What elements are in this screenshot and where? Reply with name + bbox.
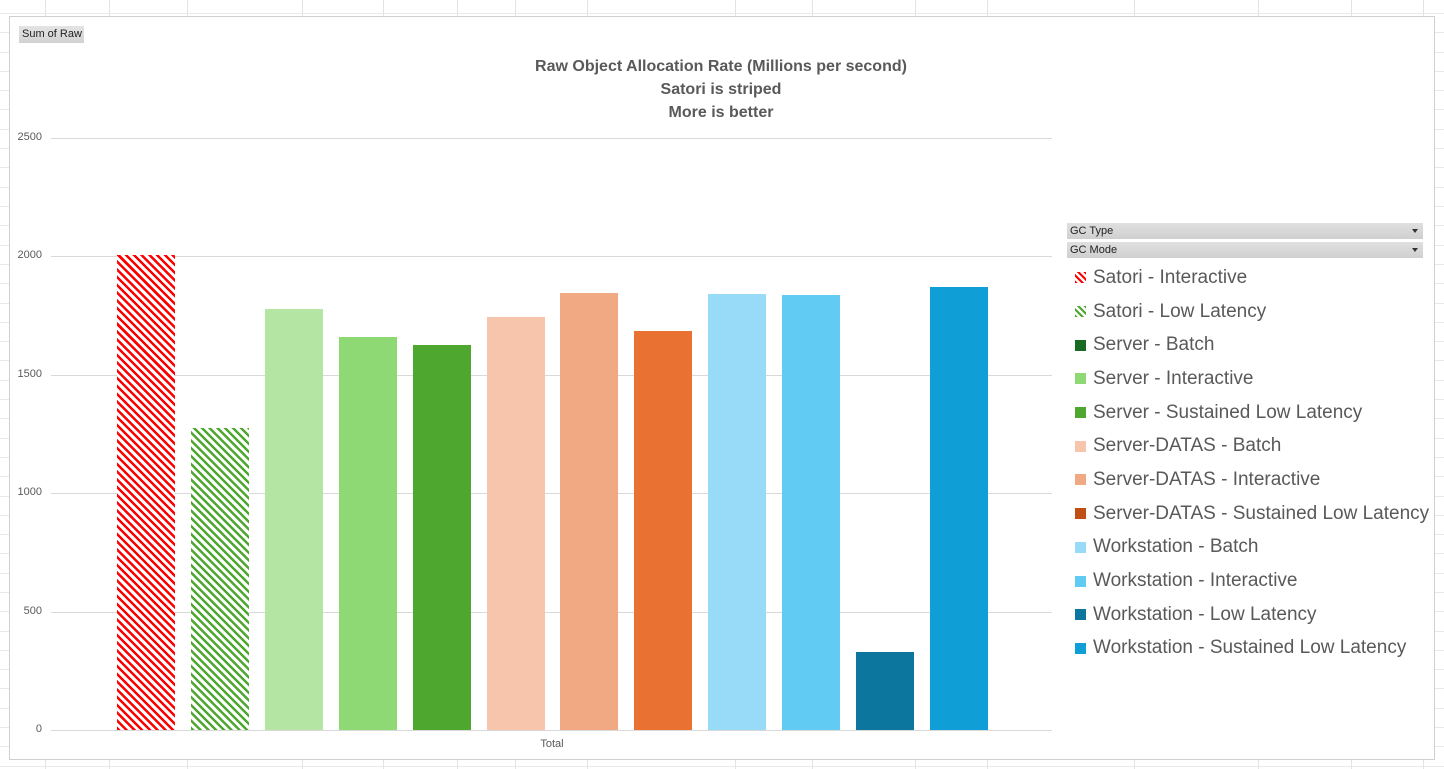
legend-label: Server-DATAS - Interactive — [1093, 468, 1321, 490]
legend-label: Workstation - Interactive — [1093, 570, 1298, 592]
bar-server-datas-batch[interactable] — [487, 317, 545, 730]
bar-server-datas-interactive[interactable] — [560, 293, 618, 730]
x-axis-category-label: Total — [540, 738, 564, 750]
legend-item[interactable]: Workstation - Batch — [1075, 531, 1429, 565]
dropdown-arrow-icon — [1412, 229, 1418, 233]
horizontal-gridline — [51, 612, 1052, 613]
bar-server-interactive[interactable] — [339, 337, 397, 730]
legend-swatch-icon — [1075, 508, 1086, 520]
legend-swatch-icon — [1075, 272, 1086, 284]
y-axis-tick-label: 500 — [23, 604, 42, 617]
legend-label: Workstation - Sustained Low Latency — [1093, 637, 1407, 659]
legend-label: Satori - Low Latency — [1093, 300, 1267, 322]
legend-label: Server - Batch — [1093, 334, 1215, 356]
y-axis-tick-label: 1000 — [17, 486, 42, 499]
legend-item[interactable]: Satori - Low Latency — [1075, 295, 1429, 329]
bar-server-batch[interactable] — [265, 309, 323, 730]
bar-satori-low-latency[interactable] — [191, 428, 249, 730]
horizontal-gridline — [51, 375, 1052, 376]
legend-swatch-icon — [1075, 541, 1086, 553]
legend-item[interactable]: Satori - Interactive — [1075, 261, 1429, 295]
legend-swatch-icon — [1075, 609, 1086, 621]
bar-server-datas-sustained-low-latency[interactable] — [634, 331, 692, 730]
legend-item[interactable]: Workstation - Interactive — [1075, 564, 1429, 598]
bar-workstation-interactive[interactable] — [782, 295, 840, 730]
sum-of-raw-field-button[interactable]: Sum of Raw — [19, 26, 84, 43]
horizontal-gridline — [51, 730, 1052, 731]
legend-swatch-icon — [1075, 339, 1086, 351]
legend-swatch-icon — [1075, 474, 1086, 486]
legend-swatch-icon — [1075, 642, 1086, 654]
legend-swatch-icon — [1075, 407, 1086, 419]
gc-type-filter-label: GC Type — [1070, 225, 1114, 237]
legend-item[interactable]: Workstation - Sustained Low Latency — [1075, 632, 1429, 666]
legend-label: Server-DATAS - Sustained Low Latency — [1093, 502, 1430, 524]
legend-label: Workstation - Batch — [1093, 536, 1259, 558]
gc-type-filter-button[interactable]: GC Type — [1067, 223, 1423, 239]
y-axis-tick-label: 2500 — [17, 131, 42, 143]
chart-title: Raw Object Allocation Rate (Millions per… — [380, 55, 1062, 124]
legend-item[interactable]: Server - Sustained Low Latency — [1075, 396, 1429, 430]
legend-label: Satori - Interactive — [1093, 266, 1248, 288]
bar-server-sustained-low-latency[interactable] — [413, 345, 471, 730]
y-axis-tick-label: 1500 — [17, 367, 42, 380]
legend-swatch-icon — [1075, 575, 1086, 587]
legend-item[interactable]: Server-DATAS - Interactive — [1075, 463, 1429, 497]
chart-subtitle-1: Satori is striped — [660, 81, 782, 98]
horizontal-gridline — [51, 138, 1052, 139]
legend-item[interactable]: Server - Batch — [1075, 328, 1429, 362]
legend-label: Server - Sustained Low Latency — [1093, 401, 1363, 423]
legend-swatch-icon — [1075, 440, 1086, 452]
dropdown-arrow-icon — [1412, 248, 1418, 252]
y-axis-tick-label: 2000 — [17, 249, 42, 262]
horizontal-gridline — [51, 493, 1052, 494]
bar-workstation-low-latency[interactable] — [856, 652, 914, 730]
chart-subtitle-2: More is better — [668, 104, 774, 121]
bar-satori-interactive[interactable] — [117, 255, 175, 730]
chart-title-main: Raw Object Allocation Rate (Millions per… — [535, 58, 907, 75]
bar-workstation-batch[interactable] — [708, 294, 766, 730]
legend-item[interactable]: Workstation - Low Latency — [1075, 598, 1429, 632]
legend-item[interactable]: Server-DATAS - Sustained Low Latency — [1075, 497, 1429, 531]
legend-label: Server - Interactive — [1093, 367, 1254, 389]
bar-workstation-sustained-low-latency[interactable] — [930, 287, 988, 730]
gc-mode-filter-label: GC Mode — [1070, 244, 1118, 256]
legend-swatch-icon — [1075, 373, 1086, 385]
legend-item[interactable]: Server-DATAS - Batch — [1075, 429, 1429, 463]
legend-item[interactable]: Server - Interactive — [1075, 362, 1429, 396]
legend-label: Server-DATAS - Batch — [1093, 435, 1282, 457]
legend-label: Workstation - Low Latency — [1093, 603, 1317, 625]
legend-swatch-icon — [1075, 306, 1086, 318]
horizontal-gridline — [51, 256, 1052, 257]
gc-mode-filter-button[interactable]: GC Mode — [1067, 242, 1423, 258]
chart-legend: Satori - Interactive Satori - Low Latency… — [1075, 261, 1429, 665]
y-axis-tick-label: 0 — [35, 723, 42, 735]
